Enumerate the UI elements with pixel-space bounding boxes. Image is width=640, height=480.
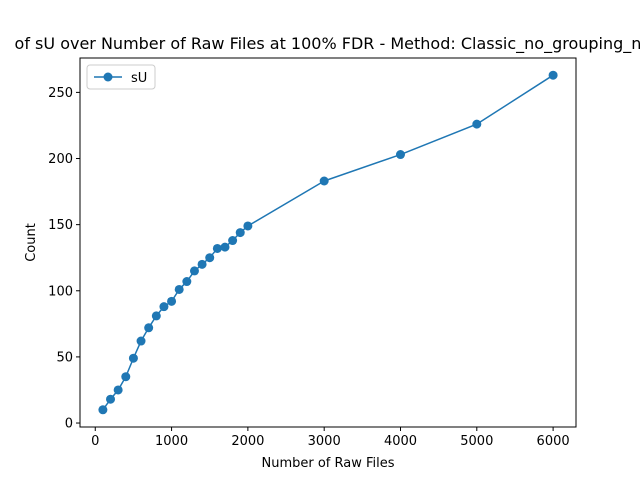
- y-tick-label: 50: [56, 350, 73, 365]
- data-point: [121, 372, 131, 382]
- x-tick-label: 4000: [384, 434, 417, 449]
- data-point: [189, 266, 199, 276]
- data-point: [98, 405, 108, 415]
- y-tick-label: 0: [65, 417, 73, 432]
- x-axis-label: Number of Raw Files: [261, 456, 394, 471]
- data-point: [235, 228, 245, 238]
- data-point: [182, 277, 192, 287]
- legend-label: sU: [131, 71, 147, 86]
- y-tick-label: 100: [48, 284, 73, 299]
- data-point: [136, 336, 146, 346]
- x-tick-label: 5000: [460, 434, 493, 449]
- y-axis-ticks: 0 50 100 150 200 250: [48, 86, 80, 432]
- legend: sU: [86, 64, 156, 90]
- y-tick-label: 250: [48, 86, 73, 101]
- x-axis-ticks: 0 1000 2000 3000 4000 5000 6000: [91, 427, 570, 449]
- data-point: [197, 259, 207, 269]
- data-point: [212, 243, 222, 253]
- y-tick-label: 150: [48, 218, 73, 233]
- data-point: [128, 353, 138, 363]
- x-tick-label: 6000: [537, 434, 570, 449]
- data-point: [319, 176, 329, 186]
- series-layer: [98, 70, 558, 415]
- x-tick-label: 1000: [155, 434, 188, 449]
- data-point: [167, 296, 177, 306]
- chart-title: of sU over Number of Raw Files at 100% F…: [15, 34, 640, 54]
- legend-marker: [103, 72, 113, 82]
- data-point: [151, 311, 161, 321]
- data-point: [174, 284, 184, 294]
- plot-frame: [79, 57, 577, 428]
- x-tick-label: 0: [91, 434, 99, 449]
- data-point: [159, 302, 169, 312]
- data-point: [472, 119, 482, 129]
- data-point: [106, 394, 116, 404]
- data-point: [144, 323, 154, 333]
- x-tick-label: 2000: [231, 434, 264, 449]
- data-point: [205, 253, 215, 263]
- data-point: [113, 385, 123, 395]
- x-tick-label: 3000: [308, 434, 341, 449]
- data-point: [228, 236, 238, 246]
- data-point: [220, 242, 230, 252]
- data-point: [395, 150, 405, 160]
- y-tick-label: 200: [48, 152, 73, 167]
- y-axis-label: Count: [24, 223, 39, 262]
- data-point: [548, 70, 558, 80]
- data-point: [243, 221, 253, 231]
